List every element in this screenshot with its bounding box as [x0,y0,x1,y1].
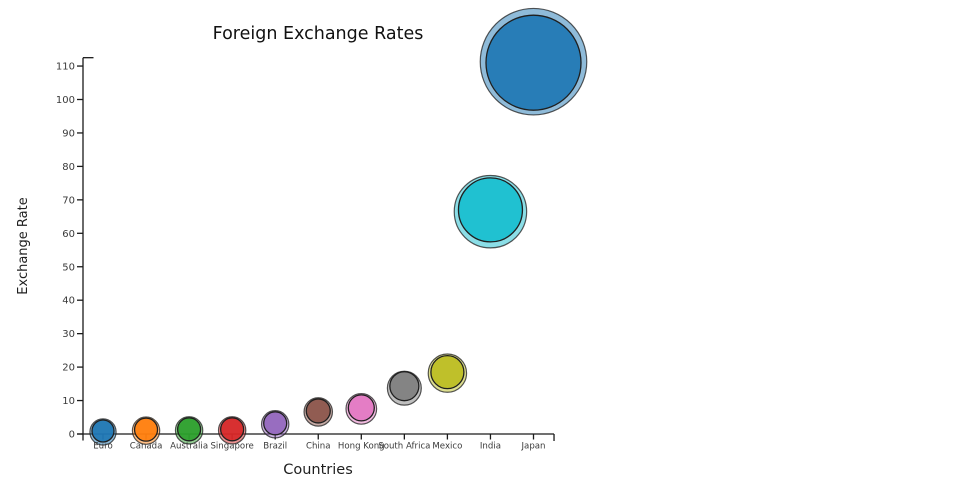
bubble-front-circle [176,417,202,442]
bubble-hong-kong [345,393,378,425]
y-tick-label: 20 [62,363,75,374]
bubble-front-circle [457,177,524,243]
y-tick-label: 90 [62,128,75,139]
bubble-canada [131,416,161,445]
x-axis-label: Countries [283,462,353,478]
bubble-front-circle [91,419,115,443]
bubble-brazil [260,410,290,439]
x-tick-label: India [480,442,501,452]
bubble-front-circle [347,394,375,422]
bubble-front-circle [305,398,331,424]
bubble-front-circle [219,417,245,442]
bubble-front-circle [389,371,420,402]
tick-labels-layer: 0 10 20 30 40 50 60 70 80 90 100 110 Euro Canada Austr… [56,62,546,452]
y-tick-label: 70 [62,195,75,206]
x-tick-label: Canada [130,442,163,452]
x-tick-label: Japan [521,442,546,452]
y-tick-label: 80 [62,162,75,173]
bubble-euro [89,418,117,446]
bubbles-layer [89,7,588,446]
x-tick-label: China [306,442,331,452]
bubble-singapore [217,416,247,445]
y-tick-label: 50 [62,262,75,273]
x-tick-label: Brazil [263,442,287,452]
y-tick-label: 30 [62,329,75,340]
y-tick-label: 40 [62,296,75,307]
bubble-front-circle [430,354,465,390]
bubble-mexico [427,353,468,393]
x-tick-label: Australia [170,442,208,452]
bubble-australia [174,416,204,445]
bubble-front-circle [263,411,288,436]
y-tick-label: 10 [62,396,75,407]
x-tick-label: Mexico [432,442,462,452]
x-tick-label: Singapore [210,442,253,452]
axes-layer [77,57,555,441]
x-tick-label: South Africa [378,442,430,452]
y-tick-label: 0 [69,430,75,441]
bubble-front-circle [485,14,582,111]
y-tick-label: 100 [56,95,75,106]
y-axis-label: Exchange Rate [16,197,31,294]
y-tick-label: 60 [62,229,75,240]
x-tick-label: Hong Kong [338,442,385,452]
bubble-japan [479,7,588,116]
x-tick-label: Euro [93,442,112,452]
y-tick-label: 110 [56,62,75,73]
bubble-front-circle [133,417,159,442]
bubble-china [303,397,334,427]
bubble-south-africa [386,370,422,406]
bubble-india [453,174,528,249]
chart-title: Foreign Exchange Rates [213,24,424,44]
